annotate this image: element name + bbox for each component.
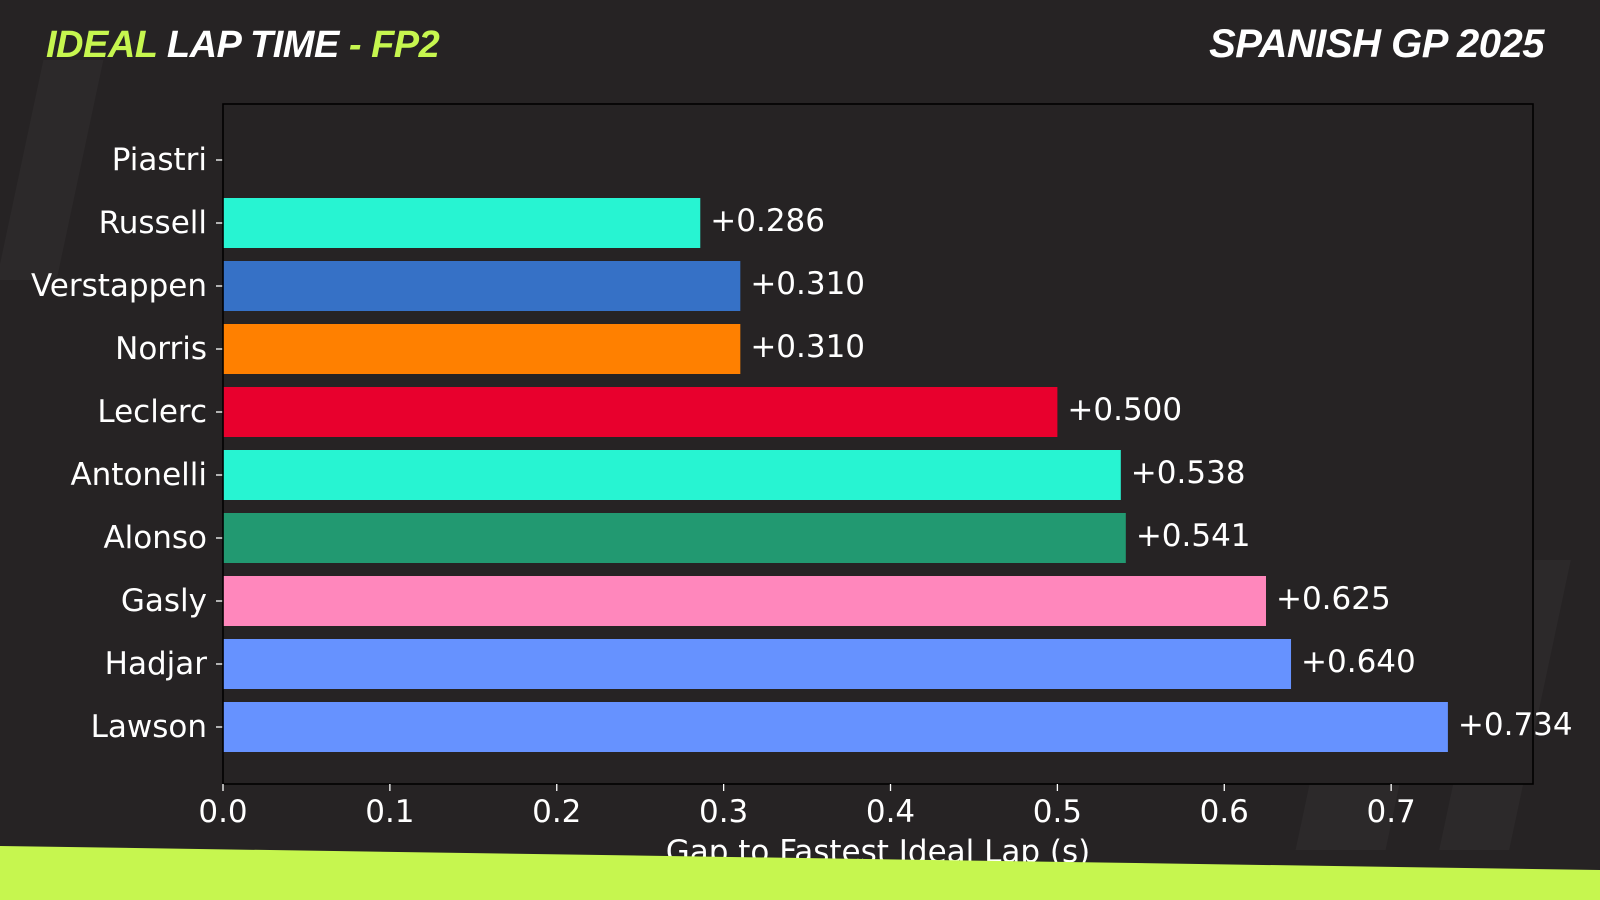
- y-tick-label-gasly: Gasly: [121, 583, 207, 619]
- bar-lawson: [223, 702, 1448, 752]
- data-label-antonelli: +0.538: [1131, 455, 1246, 491]
- title-session: - FP2: [348, 24, 440, 66]
- bar-verstappen: [223, 261, 741, 311]
- title-ideal: IDEAL: [46, 24, 157, 66]
- bar-leclerc: [223, 387, 1058, 437]
- x-tick-label-0: 0.0: [198, 794, 247, 830]
- bar-hadjar: [223, 639, 1292, 689]
- data-label-hadjar: +0.640: [1301, 644, 1416, 680]
- data-label-lawson: +0.734: [1458, 707, 1573, 743]
- x-tick-label-2: 0.2: [532, 794, 581, 830]
- y-tick-label-hadjar: Hadjar: [105, 646, 208, 682]
- bar-norris: [223, 324, 741, 374]
- y-tick-label-antonelli: Antonelli: [70, 457, 207, 493]
- x-tick-label-4: 0.4: [866, 794, 915, 830]
- x-tick-label-7: 0.7: [1366, 794, 1415, 830]
- data-label-gasly: +0.625: [1276, 581, 1391, 617]
- y-tick-label-norris: Norris: [115, 331, 207, 367]
- footer-accent-band: [0, 846, 1600, 900]
- y-tick-label-alonso: Alonso: [103, 520, 207, 556]
- bar-antonelli: [223, 450, 1121, 500]
- data-label-alonso: +0.541: [1136, 518, 1251, 554]
- bar-gasly: [223, 576, 1266, 626]
- y-tick-label-piastri: Piastri: [112, 142, 207, 178]
- y-tick-label-leclerc: Leclerc: [97, 394, 207, 430]
- data-label-norris: +0.310: [750, 329, 865, 365]
- x-tick-label-5: 0.5: [1033, 794, 1082, 830]
- x-tick-label-1: 0.1: [365, 794, 414, 830]
- data-label-leclerc: +0.500: [1067, 392, 1182, 428]
- chart-title: IDEAL LAP TIME - FP2: [46, 24, 440, 67]
- accent-stripe: [0, 846, 1600, 900]
- data-label-russell: +0.286: [710, 203, 825, 239]
- y-tick-label-verstappen: Verstappen: [31, 268, 207, 304]
- data-label-verstappen: +0.310: [750, 266, 865, 302]
- x-tick-label-6: 0.6: [1200, 794, 1249, 830]
- bar-russell: [223, 198, 701, 248]
- x-tick-label-3: 0.3: [699, 794, 748, 830]
- bar-alonso: [223, 513, 1126, 563]
- plot-border: [222, 103, 1534, 785]
- title-lap-time: LAP TIME: [156, 24, 349, 66]
- event-title: SPANISH GP 2025: [1209, 22, 1544, 66]
- y-tick-label-lawson: Lawson: [91, 709, 207, 745]
- y-tick-label-russell: Russell: [99, 205, 207, 241]
